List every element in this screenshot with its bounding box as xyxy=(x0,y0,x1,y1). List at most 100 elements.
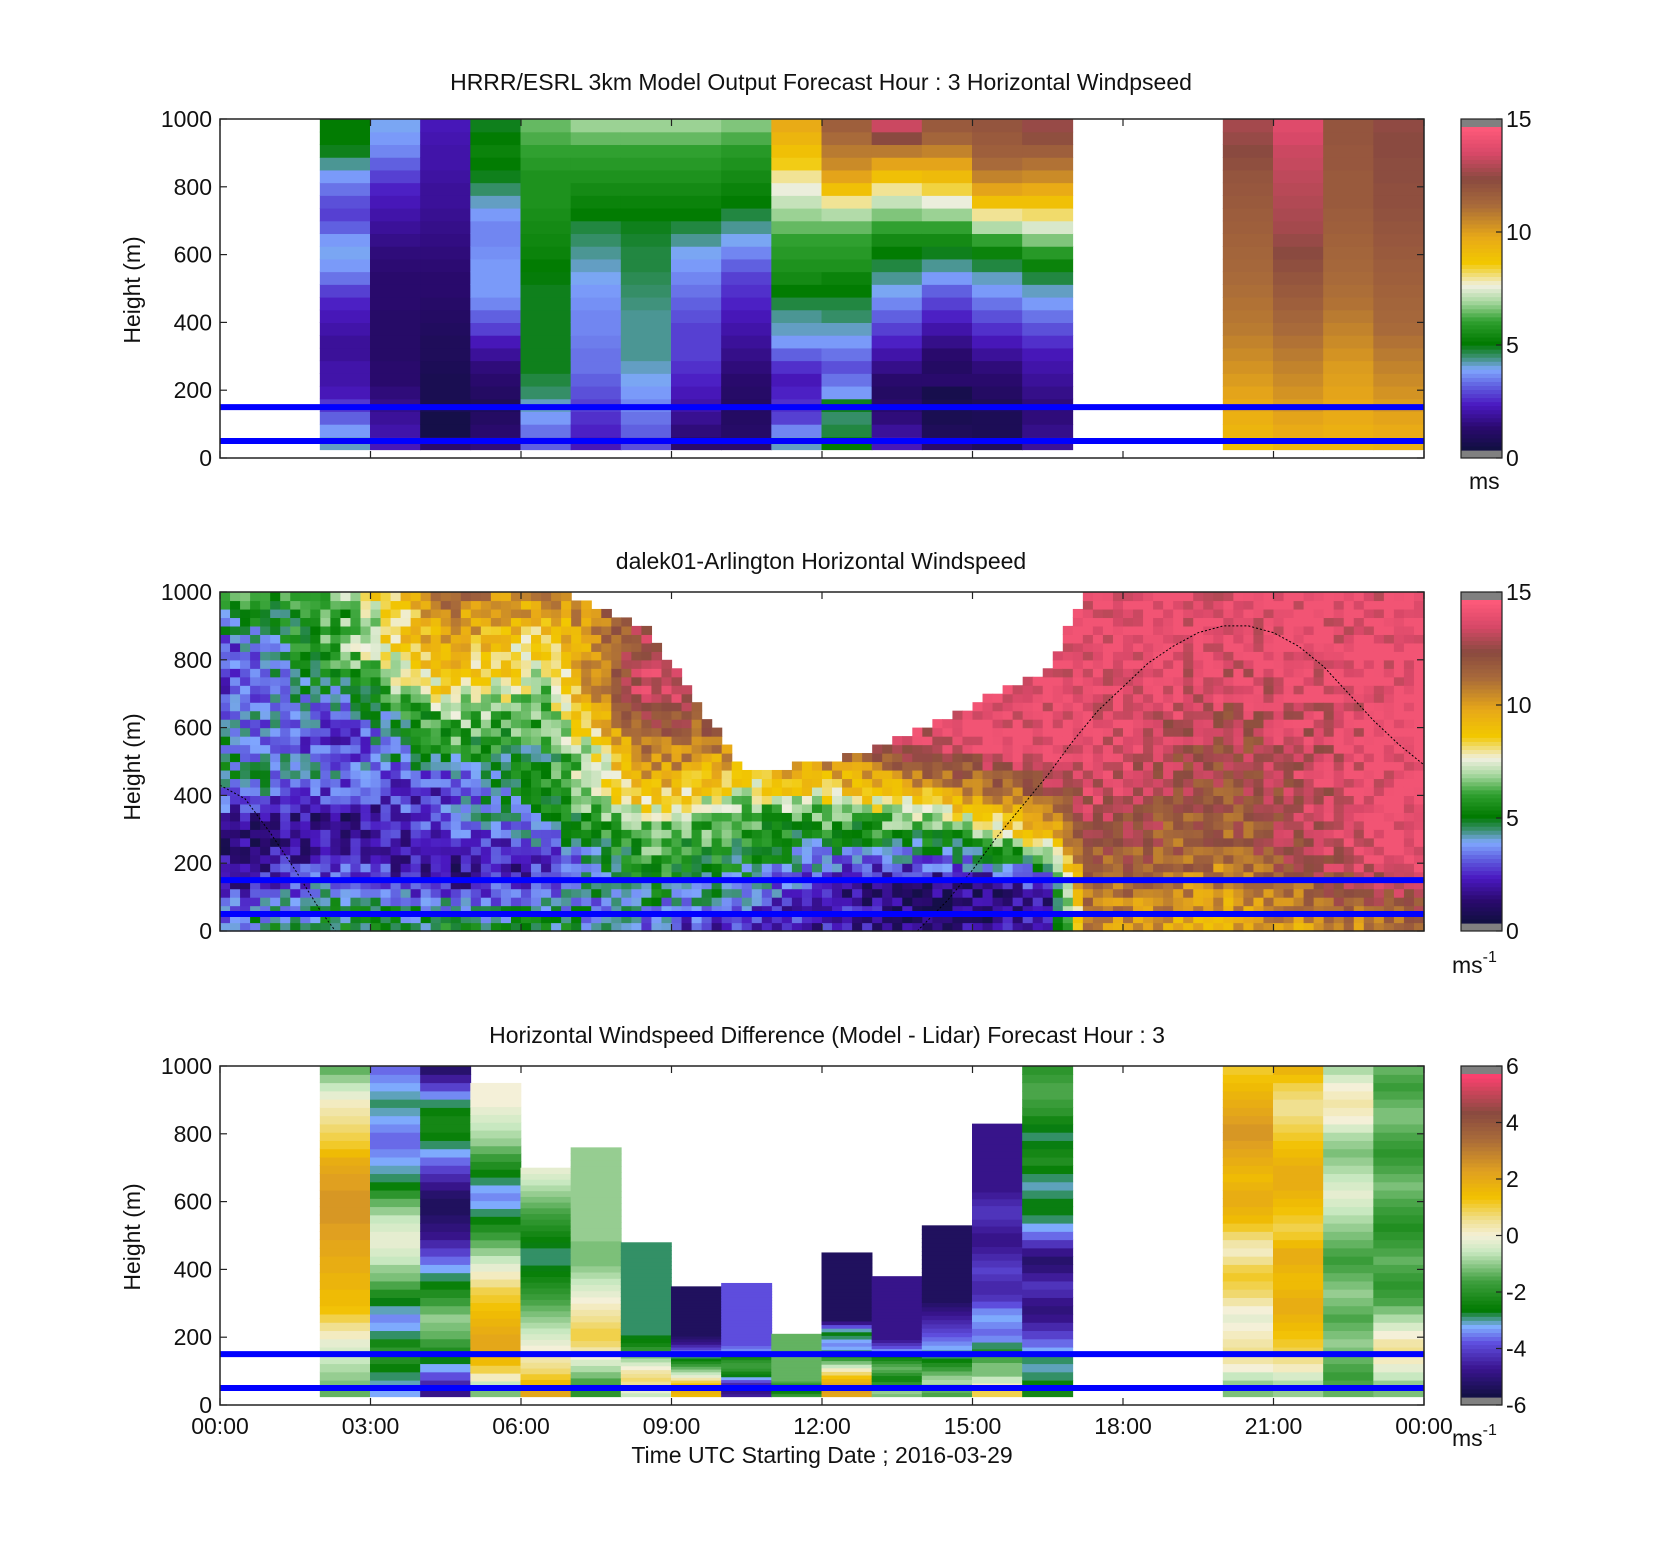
heatmap-cell xyxy=(852,905,863,915)
heatmap-cell xyxy=(912,812,923,822)
heatmap-cell xyxy=(681,769,693,780)
heatmap-cell xyxy=(882,820,893,830)
heatmap-cell xyxy=(1123,846,1134,856)
heatmap-cell xyxy=(801,837,813,847)
heatmap-cell xyxy=(260,863,271,873)
heatmap-cell xyxy=(1143,905,1154,915)
heatmap-cell xyxy=(1022,169,1074,184)
panel-difference-title: Horizontal Windspeed Difference (Model -… xyxy=(489,1022,1165,1048)
heatmap-cell xyxy=(1062,820,1074,830)
y-tick-label: 200 xyxy=(174,850,212,876)
heatmap-cell xyxy=(1313,922,1325,932)
heatmap-cell xyxy=(621,744,632,754)
heatmap-cell xyxy=(641,642,653,652)
heatmap-cell xyxy=(1383,702,1395,712)
heatmap-cell xyxy=(1022,284,1074,298)
heatmap-cell xyxy=(460,854,472,864)
heatmap-cell xyxy=(1263,829,1275,839)
heatmap-cell xyxy=(1092,871,1104,881)
heatmap-cell xyxy=(320,702,331,712)
heatmap-cell xyxy=(1333,719,1345,729)
heatmap-cell xyxy=(561,778,572,788)
heatmap-cell xyxy=(1062,914,1074,924)
heatmap-cell xyxy=(1062,685,1074,695)
heatmap-cell xyxy=(992,702,1004,712)
heatmap-cell xyxy=(801,803,813,813)
heatmap-cell xyxy=(1403,854,1415,864)
heatmap-cell xyxy=(319,1165,371,1175)
heatmap-cell xyxy=(1012,905,1024,915)
heatmap-cell xyxy=(1143,922,1154,932)
heatmap-cell xyxy=(811,769,823,780)
heatmap-cell xyxy=(490,837,502,847)
heatmap-cell xyxy=(1383,727,1395,737)
heatmap-cell xyxy=(430,634,442,644)
heatmap-cell xyxy=(1263,803,1275,813)
heatmap-cell xyxy=(1263,871,1275,881)
heatmap-cell xyxy=(400,880,412,890)
heatmap-cell xyxy=(1223,888,1234,898)
heatmap-cell xyxy=(1163,914,1174,924)
heatmap-cell xyxy=(300,803,311,813)
heatmap-cell xyxy=(310,753,321,763)
heatmap-cell xyxy=(601,769,612,780)
heatmap-cell xyxy=(1223,846,1234,856)
heatmap-cell xyxy=(620,207,672,222)
heatmap-cell xyxy=(1133,625,1144,635)
heatmap-cell xyxy=(360,651,372,661)
heatmap-cell xyxy=(1343,897,1355,907)
heatmap-cell xyxy=(370,719,382,729)
heatmap-cell xyxy=(1413,803,1425,813)
heatmap-cell xyxy=(531,854,542,864)
heatmap-cell xyxy=(781,897,793,907)
heatmap-cell xyxy=(721,854,733,864)
heatmap-cell xyxy=(671,719,683,729)
heatmap-cell xyxy=(240,659,251,669)
heatmap-cell xyxy=(370,1371,421,1381)
heatmap-cell xyxy=(1143,778,1154,788)
heatmap-cell xyxy=(852,778,863,788)
heatmap-cell xyxy=(1102,659,1114,669)
heatmap-cell xyxy=(220,871,231,881)
heatmap-cell xyxy=(370,710,382,720)
heatmap-cell xyxy=(611,914,622,924)
heatmap-cell xyxy=(440,710,452,720)
heatmap-cell xyxy=(1263,651,1275,661)
heatmap-cell xyxy=(1303,736,1315,746)
heatmap-cell xyxy=(1163,871,1174,881)
heatmap-cell xyxy=(721,220,773,235)
heatmap-cell xyxy=(601,905,612,915)
heatmap-cell xyxy=(932,736,943,746)
heatmap-cell xyxy=(811,922,823,932)
heatmap-cell xyxy=(611,617,622,627)
heatmap-cell xyxy=(1002,846,1014,856)
heatmap-cell xyxy=(531,685,542,695)
heatmap-cell xyxy=(260,837,271,847)
heatmap-cell xyxy=(641,897,653,907)
heatmap-cell xyxy=(480,642,492,652)
heatmap-cell xyxy=(400,905,412,915)
heatmap-cell xyxy=(430,592,442,602)
heatmap-cell xyxy=(1173,702,1184,712)
heatmap-cell xyxy=(1072,642,1084,652)
heatmap-cell xyxy=(319,1256,371,1265)
heatmap-cell xyxy=(240,719,251,729)
heatmap-cell xyxy=(972,736,984,746)
heatmap-cell xyxy=(1303,744,1315,754)
heatmap-cell xyxy=(972,897,984,907)
heatmap-cell xyxy=(319,169,371,184)
heatmap-cell xyxy=(912,897,923,907)
heatmap-cell xyxy=(1082,871,1094,881)
heatmap-cell xyxy=(220,803,231,813)
heatmap-cell xyxy=(671,837,683,847)
heatmap-cell xyxy=(671,905,683,915)
heatmap-cell xyxy=(902,736,913,746)
heatmap-cell xyxy=(721,258,773,273)
heatmap-cell xyxy=(1143,812,1154,822)
heatmap-cell xyxy=(741,795,753,805)
heatmap-cell xyxy=(1303,702,1315,712)
heatmap-cell xyxy=(571,744,582,754)
heatmap-cell xyxy=(972,271,1023,285)
heatmap-cell xyxy=(651,871,663,881)
heatmap-cell xyxy=(1333,651,1345,661)
